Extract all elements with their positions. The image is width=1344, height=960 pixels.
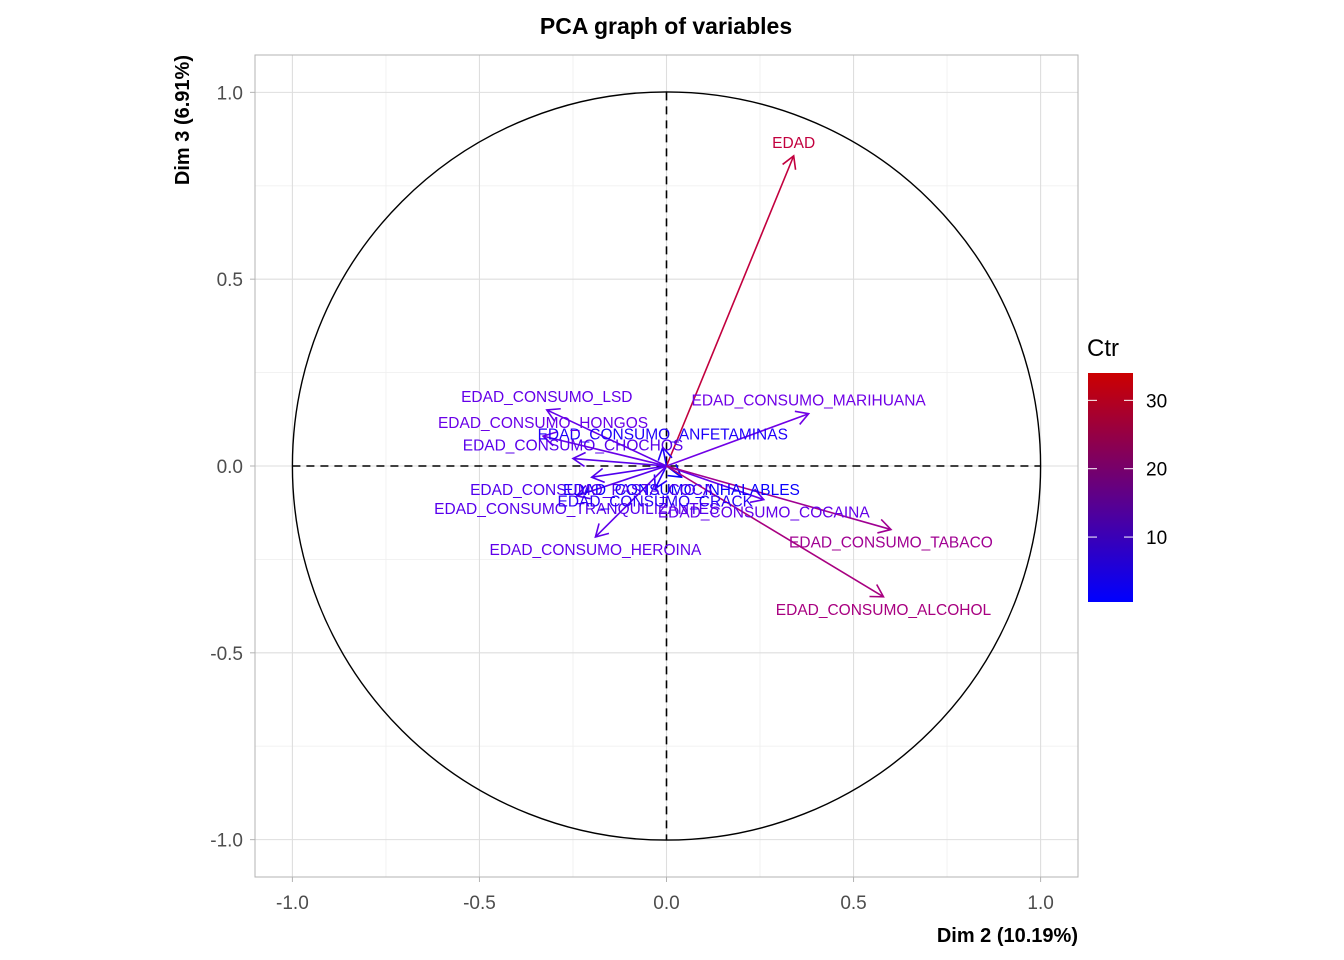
- arrow-edad: [665, 155, 795, 467]
- arrowhead-edad-consumo-lsd: [545, 407, 561, 422]
- x-tick-label: 0.5: [840, 893, 866, 914]
- label-edad-consumo-crack: EDAD_CONSUMO_CRACK: [558, 493, 754, 510]
- arrowhead-edad-consumo-anfetaminas: [657, 445, 673, 461]
- legend-colorbar: [1088, 373, 1133, 602]
- legend-tick-label: 30: [1146, 391, 1167, 412]
- label-edad-consumo-hongos: EDAD_CONSUMO_HONGOS: [438, 415, 648, 432]
- y-tick-label: 0.5: [217, 270, 243, 291]
- label-edad-consumo-pasta-coca: EDAD_CONSUMO_PASTA_COCA: [470, 482, 714, 499]
- arrowhead-edad-consumo-chochos: [571, 451, 586, 468]
- arrow-edad-consumo-heroina: [594, 465, 668, 538]
- variable-arrows: [541, 154, 893, 598]
- label-edad-consumo-inhalables: EDAD_CONSUMO_INHALABLES: [563, 482, 800, 499]
- x-tick-label: 1.0: [1027, 893, 1053, 914]
- arrowhead-edad-consumo-hongos: [541, 431, 557, 447]
- legend-ticks: 10 20 30: [1088, 391, 1167, 549]
- arrowhead-edad-consumo-pasta-coca: [590, 467, 606, 484]
- arrowhead-edad-consumo-crack: [653, 474, 668, 490]
- label-edad-consumo-tabaco: EDAD_CONSUMO_TABACO: [789, 535, 993, 552]
- x-tick-label: 0.0: [653, 893, 679, 914]
- arrow-edad-consumo-marihuana: [666, 412, 809, 467]
- label-edad-consumo-tranquilizantes: EDAD_CONSUMO_TRANQUILIZANTES: [434, 501, 719, 518]
- x-tick-label: -1.0: [276, 893, 309, 914]
- y-tick-label: -0.5: [210, 644, 243, 665]
- label-edad-consumo-chochos: EDAD_CONSUMO_CHOCHOS: [463, 438, 683, 455]
- arrow-edad-consumo-tranquilizantes: [576, 465, 667, 497]
- legend-tick-label: 10: [1146, 528, 1167, 549]
- y-tick-label: -1.0: [210, 831, 243, 852]
- arrow-edad-consumo-crack: [654, 465, 668, 489]
- arrowhead-edad-consumo-tranquilizantes: [575, 484, 591, 500]
- arrowhead-edad-consumo-tabaco: [877, 518, 893, 534]
- y-tick-label: 1.0: [217, 83, 243, 104]
- label-edad-consumo-alcohol: EDAD_CONSUMO_ALCOHOL: [776, 602, 992, 619]
- arrow-edad-consumo-hongos: [542, 435, 667, 467]
- label-edad-consumo-marihuana: EDAD_CONSUMO_MARIHUANA: [692, 393, 927, 410]
- legend: Ctr 10 20 30: [1087, 335, 1167, 602]
- y-axis-ticks: -1.0 -0.5 0.0 0.5 1.0: [210, 83, 255, 852]
- arrow-edad-consumo-lsd: [546, 409, 667, 467]
- x-tick-label: -0.5: [463, 893, 496, 914]
- x-axis-title: Dim 2 (10.19%): [937, 925, 1078, 947]
- arrowhead-edad: [782, 154, 797, 170]
- y-axis-title: Dim 3 (6.91%): [172, 55, 194, 185]
- x-axis-ticks: -1.0 -0.5 0.0 0.5 1.0: [276, 877, 1054, 914]
- chart-title: PCA graph of variables: [540, 13, 792, 39]
- arrow-edad-consumo-cocaina: [666, 465, 765, 501]
- label-edad: EDAD: [772, 135, 815, 152]
- legend-title: Ctr: [1087, 335, 1119, 362]
- arrow-edad-consumo-alcohol: [666, 465, 884, 598]
- variable-labels: EDAD EDAD_CONSUMO_MARIHUANA EDAD_CONSUMO_L…: [434, 135, 993, 619]
- label-edad-consumo-anfetaminas: EDAD_CONSUMO_ANFETAMINAS: [538, 426, 788, 443]
- arrow-edad-consumo-tabaco: [666, 465, 892, 531]
- arrowhead-edad-consumo-alcohol: [869, 584, 885, 598]
- arrow-edad-consumo-anfetaminas: [661, 447, 668, 467]
- arrowhead-edad-consumo-marihuana: [794, 410, 811, 425]
- arrow-edad-consumo-pasta-coca: [591, 465, 667, 479]
- label-edad-consumo-heroina: EDAD_CONSUMO_HEROINA: [489, 542, 702, 559]
- arrow-edad-consumo-chochos: [572, 457, 667, 467]
- legend-tick-label: 20: [1146, 460, 1167, 481]
- arrowhead-edad-consumo-heroina: [594, 523, 610, 539]
- label-edad-consumo-lsd: EDAD_CONSUMO_LSD: [461, 389, 632, 406]
- label-edad-consumo-cocaina: EDAD_CONSUMO_COCAINA: [658, 505, 871, 522]
- y-tick-label: 0.0: [217, 457, 243, 478]
